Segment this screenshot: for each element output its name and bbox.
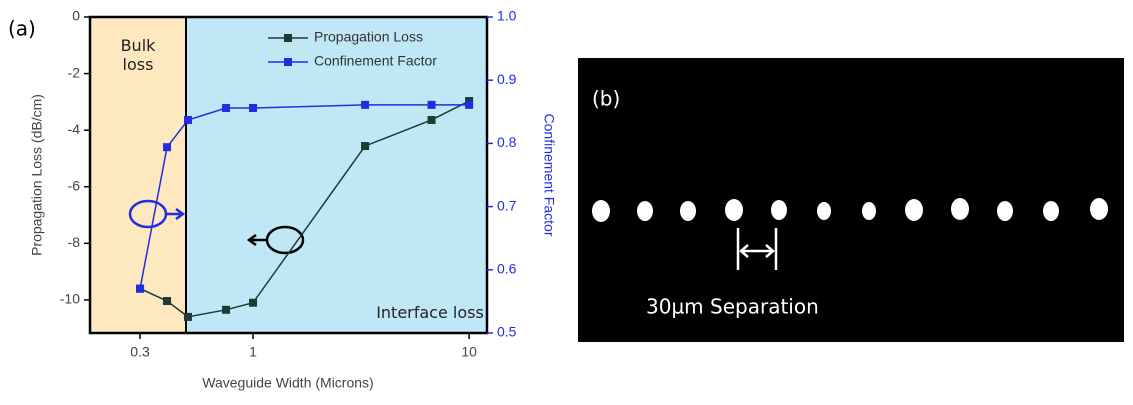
point [184,116,192,124]
legend-label: Propagation Loss [314,29,423,45]
y2-tick-label: 0.6 [497,261,517,277]
y-tick-label: -8 [68,234,81,250]
point [222,104,230,112]
y2-tick-label: 1.0 [497,8,517,24]
y-tick-label: -10 [60,291,80,307]
point [222,306,230,314]
x-tick-label: 10 [461,344,477,360]
y2-axis-label: Confinement Factor [541,114,557,237]
y2-tick-label: 0.5 [497,324,517,340]
point [136,285,144,293]
legend-label: Confinement Factor [314,53,437,69]
figure: (a) Waveguide Width (Microns) Propagatio… [0,0,1133,400]
panel-label: (b) [592,87,620,111]
legend-marker [284,58,292,66]
point [163,143,171,151]
y-tick-label: 0 [72,8,80,24]
separation-label: 30µm Separation [646,295,819,319]
y-tick-label: -6 [68,177,81,193]
y2-tick-label: 0.7 [497,197,517,213]
x-tick-label: 0.3 [130,344,150,360]
point [184,313,192,321]
legend-marker [284,34,292,42]
page: (a) Waveguide Width (Microns) Propagatio… [0,0,1133,400]
point [465,101,473,109]
point [361,142,369,150]
point [428,101,436,109]
point [249,104,257,112]
y-tick-label: -2 [68,64,81,80]
panel-label: (a) [8,17,36,41]
point [428,116,436,124]
y2-tick-label: 0.9 [497,71,517,87]
x-axis-label: Waveguide Width (Microns) [202,375,373,391]
y2-tick-label: 0.8 [497,134,517,150]
x-tick-label: 1 [249,344,257,360]
annotation: Interface loss [370,303,490,322]
point [361,101,369,109]
y-tick-label: -4 [68,121,81,137]
point [249,299,257,307]
annotation: Bulk loss [108,36,168,74]
point [163,297,171,305]
y-axis-label: Propagation Loss (dB/cm) [29,94,45,256]
